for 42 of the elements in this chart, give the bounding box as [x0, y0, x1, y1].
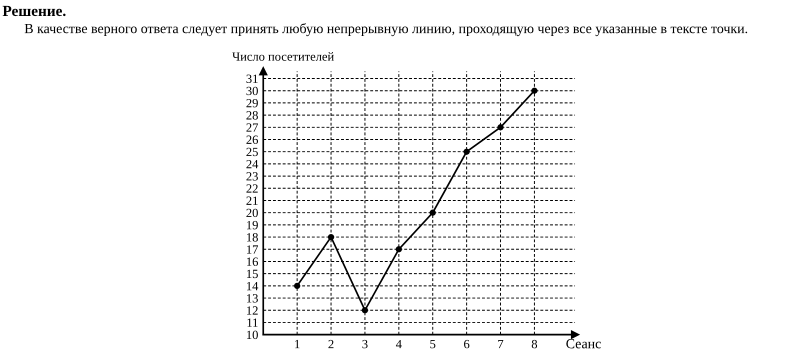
y-tick-label: 15 — [246, 270, 258, 278]
y-tick-label: 22 — [246, 184, 258, 193]
y-tick-label: 20 — [246, 208, 258, 218]
x-tick-label: 7 — [498, 340, 504, 348]
point — [396, 246, 402, 252]
x-tick-label: 3 — [362, 340, 368, 348]
y-tick-label: 23 — [246, 172, 258, 181]
text: Решение. — [2, 6, 66, 16]
y-tick-label: 10 — [246, 330, 258, 340]
x-axis-title: Сеанс — [566, 339, 601, 348]
y-tick-label: 25 — [246, 148, 258, 156]
x-tick-label: 5 — [430, 340, 436, 348]
y-tick-label: 26 — [246, 136, 258, 144]
y-tick-label: 24 — [246, 160, 258, 168]
y-tick-label: 14 — [246, 282, 258, 290]
chart-subtitle: В качестве верного ответа следует принять любую непрерывную линию, проходящую через все указанные в тексте точки. — [24, 23, 748, 36]
y-tick-label: 13 — [246, 294, 258, 303]
x-tick-label: 4 — [396, 340, 402, 348]
point — [294, 282, 300, 289]
y-tick-label: 17 — [246, 245, 258, 254]
point — [531, 88, 538, 94]
y-tick-label: 12 — [246, 306, 258, 315]
x-tick-label: 1 — [295, 340, 300, 348]
y-tick-label: 16 — [246, 258, 258, 266]
x-tick-label: 6 — [464, 340, 470, 348]
y-axis-title: Число посетителей — [232, 52, 334, 61]
y-tick-label: 21 — [246, 196, 258, 205]
y-tick-label: 30 — [246, 86, 258, 96]
y-tick-label: 11 — [247, 318, 258, 327]
y-tick-label: 27 — [246, 123, 258, 132]
y-tick-label: 18 — [246, 233, 258, 242]
point — [430, 210, 436, 216]
x-tick-label: 8 — [532, 340, 538, 348]
point — [328, 234, 334, 240]
y-tick-label: 31 — [246, 74, 258, 83]
y-tick-label: 29 — [246, 98, 258, 108]
x-tick-label: 2 — [328, 340, 334, 348]
point — [464, 148, 470, 155]
point — [362, 307, 368, 314]
y-tick-label: 19 — [246, 220, 258, 230]
y-tick-label: 28 — [246, 111, 258, 120]
point — [497, 124, 504, 130]
